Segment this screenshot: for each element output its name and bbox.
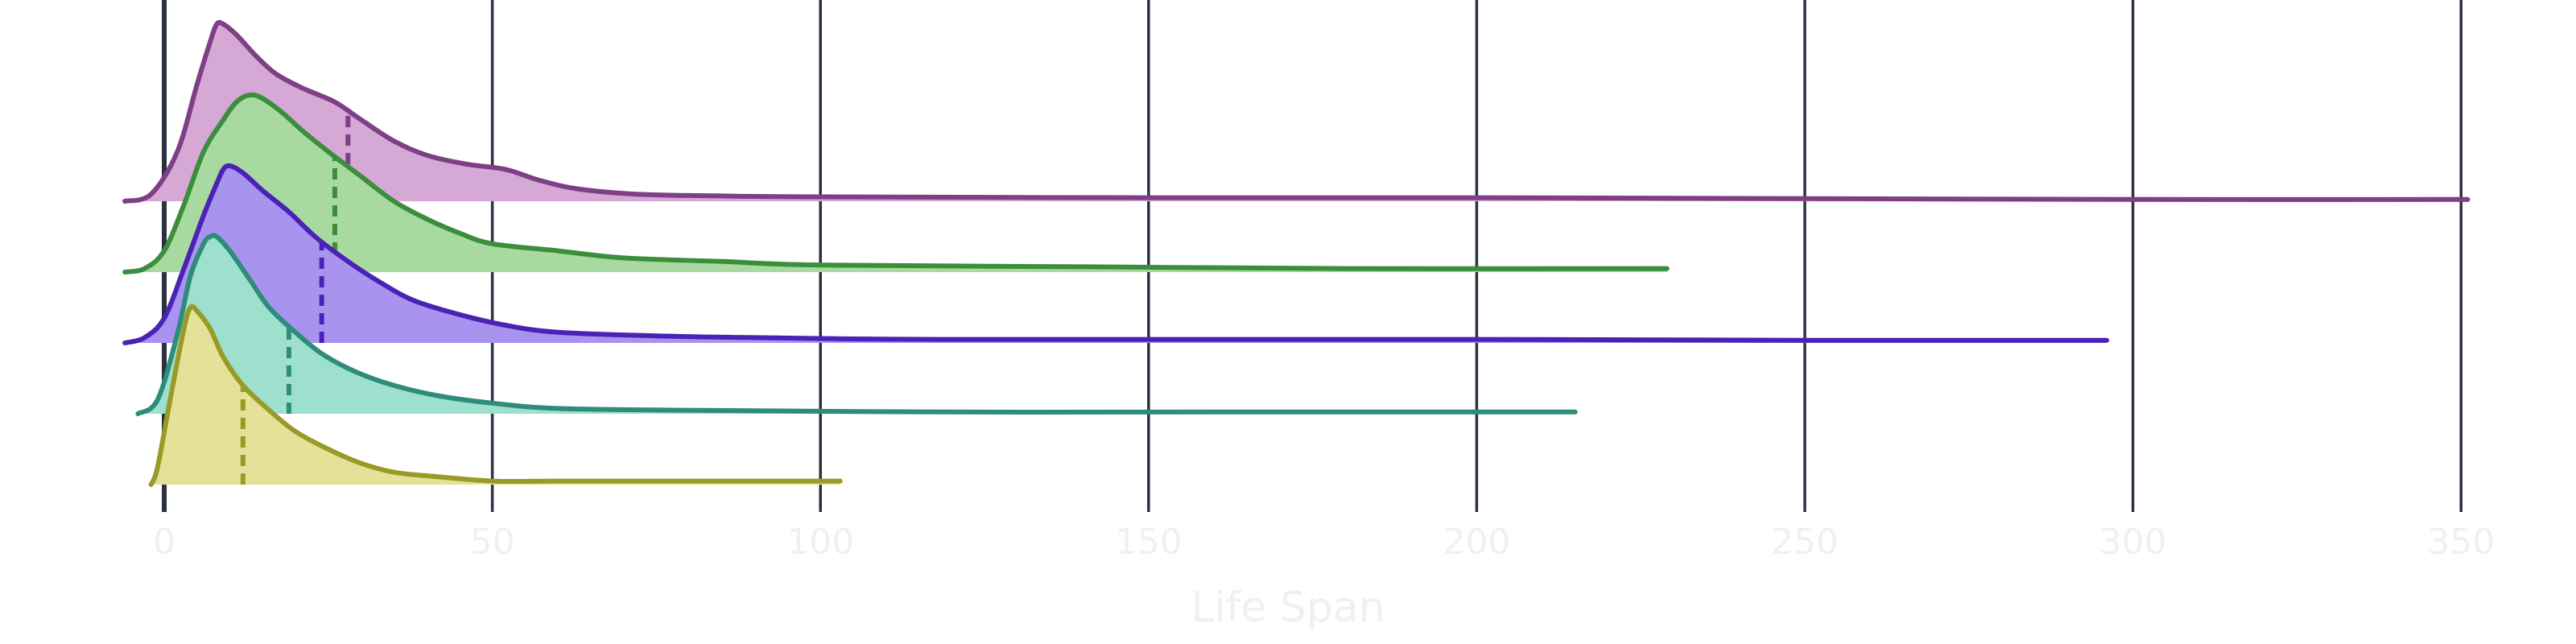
x-axis-title: Life Span bbox=[1191, 584, 1385, 632]
x-tick-label-0: 0 bbox=[153, 522, 175, 563]
ridge-2 bbox=[122, 163, 2109, 345]
ridge-area-2 bbox=[125, 165, 2107, 343]
ridge-outline-0 bbox=[122, 19, 2471, 204]
ridge-area-3 bbox=[138, 235, 1575, 414]
ridge-4 bbox=[148, 303, 843, 487]
ridges bbox=[122, 19, 2471, 487]
ridge-area-0 bbox=[125, 22, 2468, 202]
x-tick-label-250: 250 bbox=[1771, 522, 1839, 563]
x-tick-label-100: 100 bbox=[786, 522, 854, 563]
ridge-3 bbox=[135, 233, 1578, 416]
ridge-outline-4 bbox=[148, 303, 843, 487]
ridge-outline-2 bbox=[122, 163, 2109, 345]
x-tick-label-300: 300 bbox=[2099, 522, 2167, 563]
x-axis: 0 50 100 150 200 250 300 350 bbox=[153, 522, 2495, 563]
x-tick-label-350: 350 bbox=[2427, 522, 2495, 563]
ridge-outline-1 bbox=[122, 92, 1670, 275]
x-tick-label-50: 50 bbox=[470, 522, 515, 563]
ridge-0 bbox=[122, 19, 2471, 204]
x-tick-label-200: 200 bbox=[1443, 522, 1510, 563]
ridge-outline-3 bbox=[135, 233, 1578, 416]
x-tick-label-150: 150 bbox=[1115, 522, 1183, 563]
ridge-area-4 bbox=[151, 306, 840, 485]
